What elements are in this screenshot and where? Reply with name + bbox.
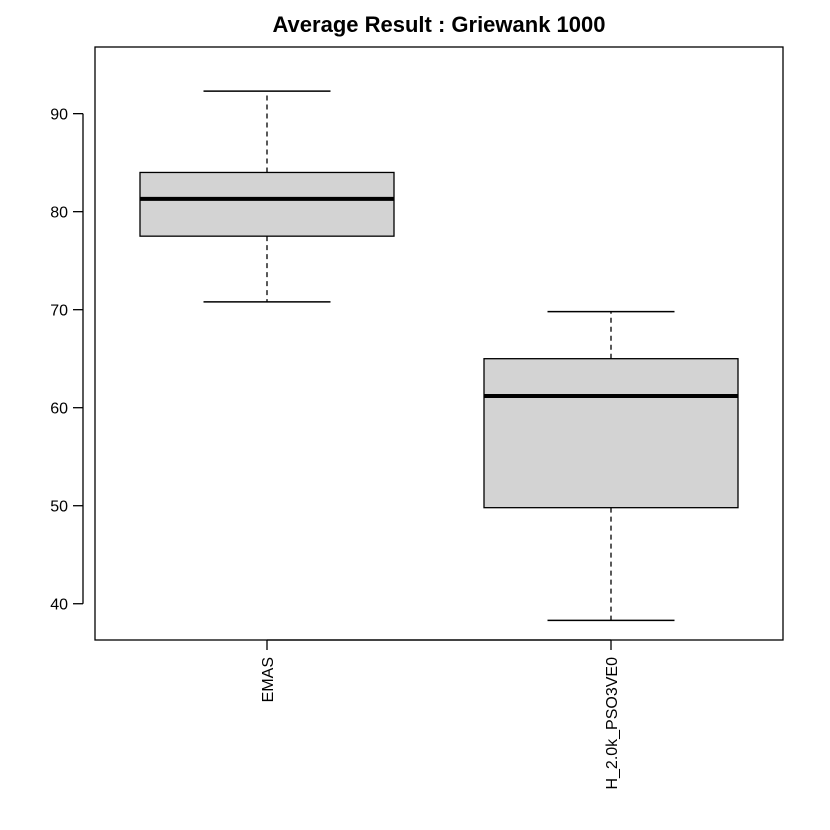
y-tick-label: 50 [50,499,68,516]
y-tick-label: 90 [50,107,68,124]
y-tick-label: 40 [50,597,68,614]
plot-frame [94,46,784,641]
x-axis: EMAS H_2.0k_PSO3VE0 [260,639,621,790]
box-1 [483,310,739,622]
x-tick-label: H_2.0k_PSO3VE0 [604,657,621,790]
iqr-box [483,358,739,509]
iqr-box [139,171,395,237]
boxes-group [139,90,739,622]
box-0 [139,90,395,303]
y-tick-label: 80 [50,205,68,222]
chart-title: Average Result : Griewank 1000 [272,12,605,37]
x-tick-label: EMAS [260,657,277,702]
y-tick-label: 60 [50,401,68,418]
y-tick-label: 70 [50,303,68,320]
y-axis: 40 50 60 70 80 90 [50,107,84,614]
